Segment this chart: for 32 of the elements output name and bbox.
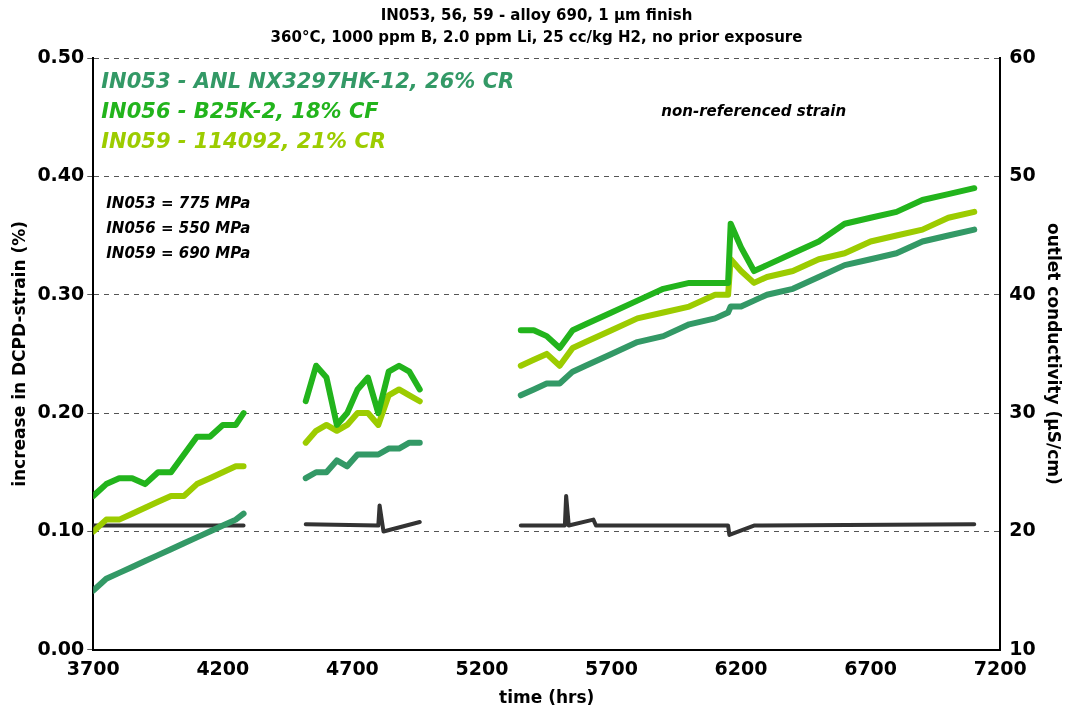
y2-tick-label: 50 (1009, 163, 1036, 186)
y2-tick-label: 10 (1009, 636, 1036, 659)
y2-tick-label: 30 (1009, 400, 1036, 423)
x-tick-label: 3700 (66, 657, 120, 680)
y-axis-title: increase in DCPD-strain (%) (8, 220, 29, 487)
x-tick-label: 4200 (196, 657, 250, 680)
chart-subtitle: 360°C, 1000 ppm B, 2.0 ppm Li, 25 cc/kg H2, no prior exposure (270, 28, 803, 46)
x-tick-label: 6200 (714, 657, 768, 680)
y2-axis-title: outlet conductivity (µS/cm) (1044, 222, 1065, 485)
text: IN059 - 114092, 21% CR (101, 129, 386, 154)
annotation: IN056 = 550 MPa (106, 218, 251, 237)
x-tick-label: 5200 (455, 657, 509, 680)
y2-tick-label: 40 (1009, 281, 1036, 304)
y-tick-label: 0.30 (37, 281, 85, 304)
y-tick-label: 0.40 (37, 163, 85, 186)
x-axis-title: time (hrs) (499, 687, 595, 708)
annotation: non-referenced strain (661, 101, 847, 120)
annotation: IN053 = 775 MPa (106, 193, 251, 212)
text: IN056 - B25K-2, 18% CF (101, 99, 380, 124)
x-tick-label: 7200 (973, 657, 1027, 680)
text: IN053 - ANL NX3297HK-12, 26% CR (101, 69, 515, 94)
chart-title: IN053, 56, 59 - alloy 690, 1 µm finish (379, 5, 694, 26)
y-tick-label: 0.10 (37, 518, 85, 541)
y2-tick-label: 20 (1009, 518, 1036, 541)
annotation: IN059 = 690 MPa (106, 243, 251, 262)
x-tick-label: 6700 (844, 657, 898, 680)
y-tick-label: 0.00 (37, 636, 85, 659)
y-tick-label: 0.20 (37, 400, 85, 423)
x-tick-label: 5700 (585, 657, 638, 680)
x-tick-label: 4700 (325, 657, 379, 680)
y2-tick-label: 60 (1009, 44, 1036, 67)
y-tick-label: 0.50 (37, 44, 85, 67)
